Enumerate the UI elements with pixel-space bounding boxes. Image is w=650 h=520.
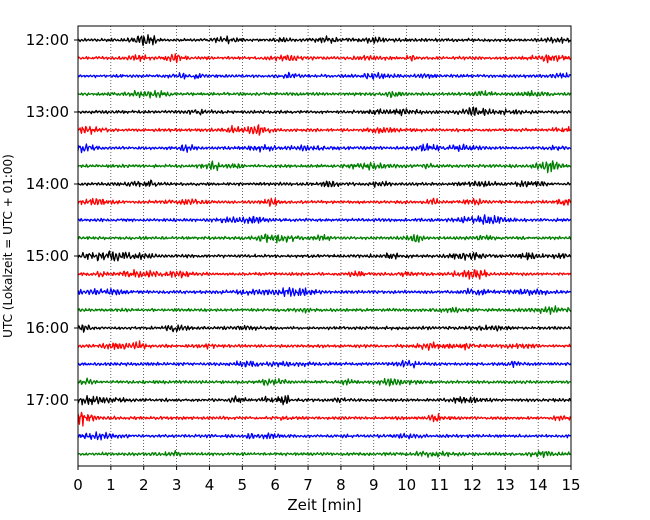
trace-1430 (77, 214, 572, 225)
x-axis-label: Zeit [min] (287, 496, 361, 514)
x-tick-label: 14 (529, 476, 548, 494)
trace-1300 (77, 106, 572, 117)
x-tick-label: 8 (336, 476, 346, 494)
y-tick-label: 16:00 (26, 319, 69, 337)
x-tick-label: 6 (270, 476, 280, 494)
y-tick-label: 15:00 (26, 247, 69, 265)
y-axis-label: UTC (Lokalzeit = UTC + 01:00) (1, 154, 15, 338)
trace-1600 (77, 324, 572, 333)
trace-1715 (77, 411, 571, 427)
trace-1615 (77, 340, 571, 351)
y-tick-label: 13:00 (26, 103, 69, 121)
x-tick-label: 10 (397, 476, 416, 494)
trace-1730 (77, 431, 572, 441)
trace-1630 (77, 359, 572, 369)
x-tick-label: 0 (73, 476, 83, 494)
y-tick-label: 12:00 (26, 31, 69, 49)
trace-1645 (77, 377, 571, 387)
x-tick-label: 11 (430, 476, 449, 494)
x-tick-label: 2 (139, 476, 149, 494)
trace-1215 (77, 53, 572, 64)
trace-1315 (77, 124, 572, 136)
x-tick-label: 15 (561, 476, 580, 494)
trace-1200 (77, 34, 572, 47)
x-tick-label: 4 (205, 476, 215, 494)
trace-1330 (77, 143, 571, 154)
trace-1445 (77, 233, 572, 244)
axis-ticks (74, 39, 572, 470)
trace-1515 (77, 268, 572, 280)
trace-1245 (77, 89, 572, 99)
grid-lines (110, 26, 539, 466)
trace-1700 (77, 394, 572, 406)
trace-1415 (77, 197, 572, 207)
trace-1530 (77, 286, 571, 298)
trace-1400 (77, 179, 571, 188)
x-tick-label: 5 (238, 476, 248, 494)
y-tick-label: 14:00 (26, 175, 69, 193)
trace-1545 (77, 305, 572, 315)
tick-labels: 0 1 2 3 4 5 6 7 8 9 10 11 12 13 14 1512:0013:0014:0015:… (26, 31, 581, 494)
trace-1500 (77, 250, 572, 262)
trace-1745 (77, 450, 572, 459)
y-tick-label: 17:00 (26, 391, 69, 409)
x-tick-label: 1 (106, 476, 116, 494)
x-tick-label: 3 (172, 476, 182, 494)
plot-frame (77, 25, 572, 467)
trace-1345 (77, 160, 572, 174)
seismogram-traces (77, 34, 572, 459)
x-tick-label: 7 (303, 476, 313, 494)
x-tick-label: 12 (463, 476, 482, 494)
x-tick-label: 13 (496, 476, 515, 494)
trace-1230 (77, 71, 572, 80)
x-tick-label: 9 (369, 476, 379, 494)
